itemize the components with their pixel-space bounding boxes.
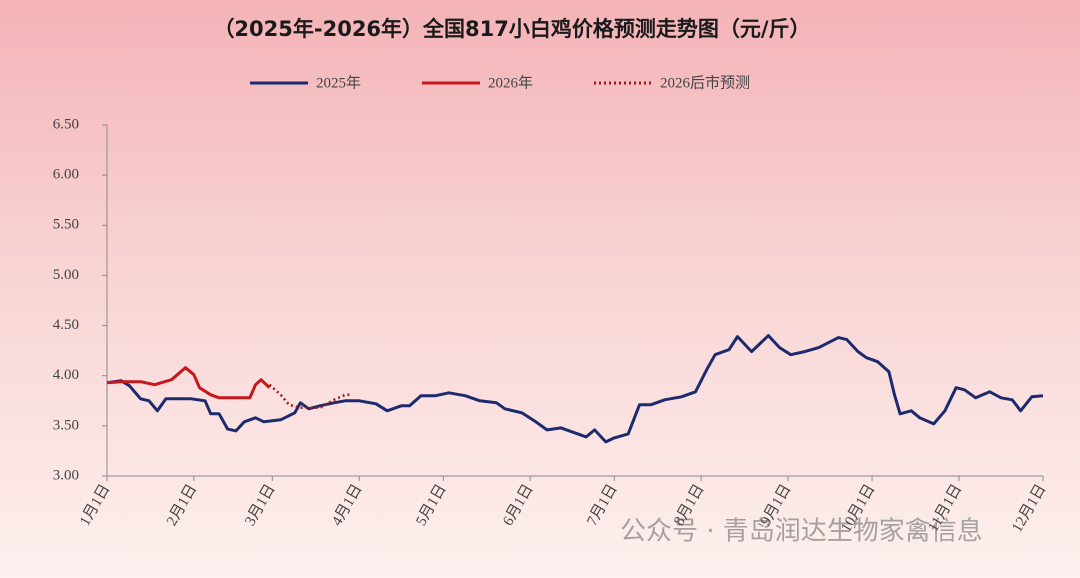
chart-title: （2025年-2026年）全国817小白鸡价格预测走势图（元/斤） — [213, 17, 810, 41]
y-tick-label: 4.00 — [53, 367, 79, 383]
y-tick-label: 3.50 — [53, 417, 79, 433]
series-line — [106, 366, 271, 400]
series-line — [106, 334, 1044, 444]
x-tick-label: 2月1日 — [164, 482, 200, 529]
y-tick-label: 4.50 — [53, 317, 79, 333]
legend-label: 2026年 — [488, 74, 533, 91]
series-line — [268, 383, 351, 410]
watermark: 公众号 · 青岛润达生物家禽信息 — [620, 517, 983, 547]
x-tick-label: 4月1日 — [329, 482, 365, 529]
x-tick-label: 5月1日 — [413, 482, 449, 529]
y-tick-label: 5.00 — [53, 267, 79, 283]
x-tick-label: 1月1日 — [77, 482, 113, 529]
x-tick-label: 3月1日 — [242, 482, 278, 529]
x-tick-label: 12月1日 — [1009, 482, 1049, 535]
y-tick-label: 6.00 — [53, 167, 79, 183]
legend-label: 2025年 — [316, 74, 361, 91]
y-tick-label: 3.00 — [53, 467, 79, 483]
y-tick-label: 6.50 — [53, 116, 79, 132]
x-tick-label: 7月1日 — [584, 482, 620, 529]
x-tick-label: 6月1日 — [500, 482, 536, 529]
legend-label: 2026后市预测 — [660, 74, 750, 91]
y-tick-label: 5.50 — [53, 217, 79, 233]
